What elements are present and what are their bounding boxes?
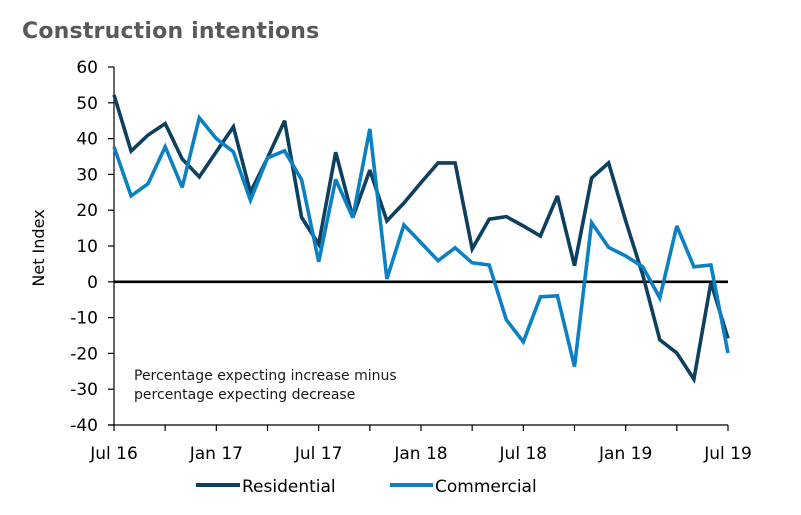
y-tick-label: 30 [76,165,98,185]
y-tick-label: -30 [70,380,98,400]
chart-annotation: Percentage expecting increase minus perc… [134,368,397,403]
x-axis: Jul 16 Jan 17 Jul 17 Jan 18 Jul 18 Jan 19 Jul … [89,280,752,464]
y-tick-label: -10 [70,309,98,329]
series-layer [112,94,730,385]
x-tick-label: Jan 18 [393,444,447,464]
y-axis-title: Net Index [29,209,48,286]
y-tick-label: 50 [76,94,98,114]
y-tick-label: -40 [70,416,98,436]
x-tick-label: Jul 16 [89,444,138,464]
y-tick-label: 10 [76,237,98,257]
y-axis: 60 50 40 30 20 10 0 -10 -20 -30 -40 [70,58,115,436]
x-tick-label: Jul 18 [499,444,548,464]
legend-label-commercial: Commercial [435,477,537,497]
series-line-residential [112,94,730,385]
series-line-commercial [112,113,730,368]
y-tick-label: -20 [70,344,98,364]
chart-title: Construction intentions [22,19,320,44]
y-tick-label: 0 [87,273,98,293]
legend: Residential Commercial [196,477,537,497]
annotation-line-1: Percentage expecting increase minus [134,368,397,384]
annotation-line-2: percentage expecting decrease [134,387,355,403]
x-tick-label: Jan 17 [189,444,243,464]
x-tick-label: Jan 19 [598,444,652,464]
y-tick-label: 20 [76,201,98,221]
series-points-residential [114,95,728,379]
x-tick-label: Jul 17 [294,444,343,464]
y-tick-label: 60 [76,58,98,78]
x-tick-label: Jul 19 [703,444,752,464]
legend-label-residential: Residential [242,477,336,497]
y-tick-label: 40 [76,130,98,150]
